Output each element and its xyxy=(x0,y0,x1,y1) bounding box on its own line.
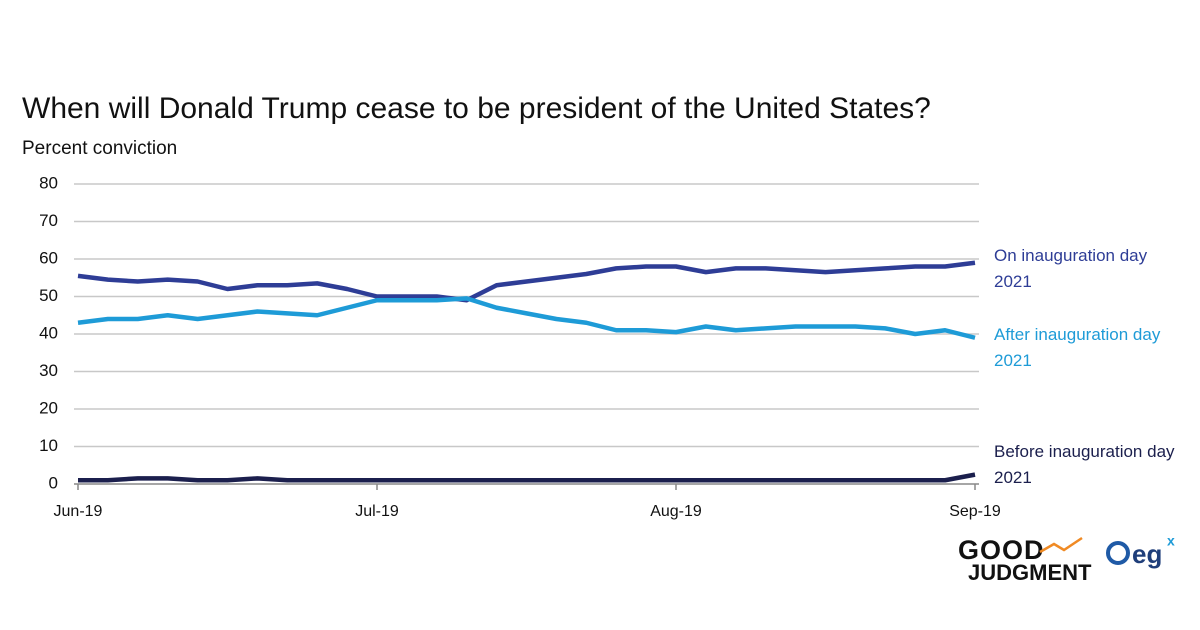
logo-text: JUDGMENT xyxy=(968,560,1092,585)
x-tick-label: Sep-19 xyxy=(949,503,1001,520)
y-tick-label: 30 xyxy=(39,361,58,380)
y-tick-label: 60 xyxy=(39,248,58,267)
x-tick-label: Aug-19 xyxy=(650,503,702,520)
y-tick-label: 0 xyxy=(49,473,58,492)
y-tick-label: 40 xyxy=(39,323,58,342)
y-tick-label: 20 xyxy=(39,398,58,417)
y-tick-label: 10 xyxy=(39,436,58,455)
y-tick-label: 50 xyxy=(39,286,58,305)
logo-text: eg xyxy=(1132,539,1162,569)
x-tick-label: Jul-19 xyxy=(355,503,399,520)
logo-icon xyxy=(1106,541,1130,565)
logo-text: x xyxy=(1167,533,1175,549)
series-label: On inauguration day 2021 xyxy=(994,246,1148,291)
logo-arrow xyxy=(1039,536,1083,554)
y-tick-label: 70 xyxy=(39,211,58,230)
series-label: After inauguration day 2021 xyxy=(994,325,1161,370)
series-label: Before inauguration day 2021 xyxy=(994,442,1175,487)
series-line xyxy=(77,296,976,340)
logo-text: GOOD xyxy=(958,535,1045,565)
series-line xyxy=(77,260,976,303)
series-line xyxy=(78,472,976,483)
y-axis-label: Percent conviction xyxy=(22,138,177,159)
y-tick-label: 80 xyxy=(39,173,58,192)
chart-title: When will Donald Trump cease to be presi… xyxy=(22,92,931,125)
x-tick-label: Jun-19 xyxy=(54,503,103,520)
